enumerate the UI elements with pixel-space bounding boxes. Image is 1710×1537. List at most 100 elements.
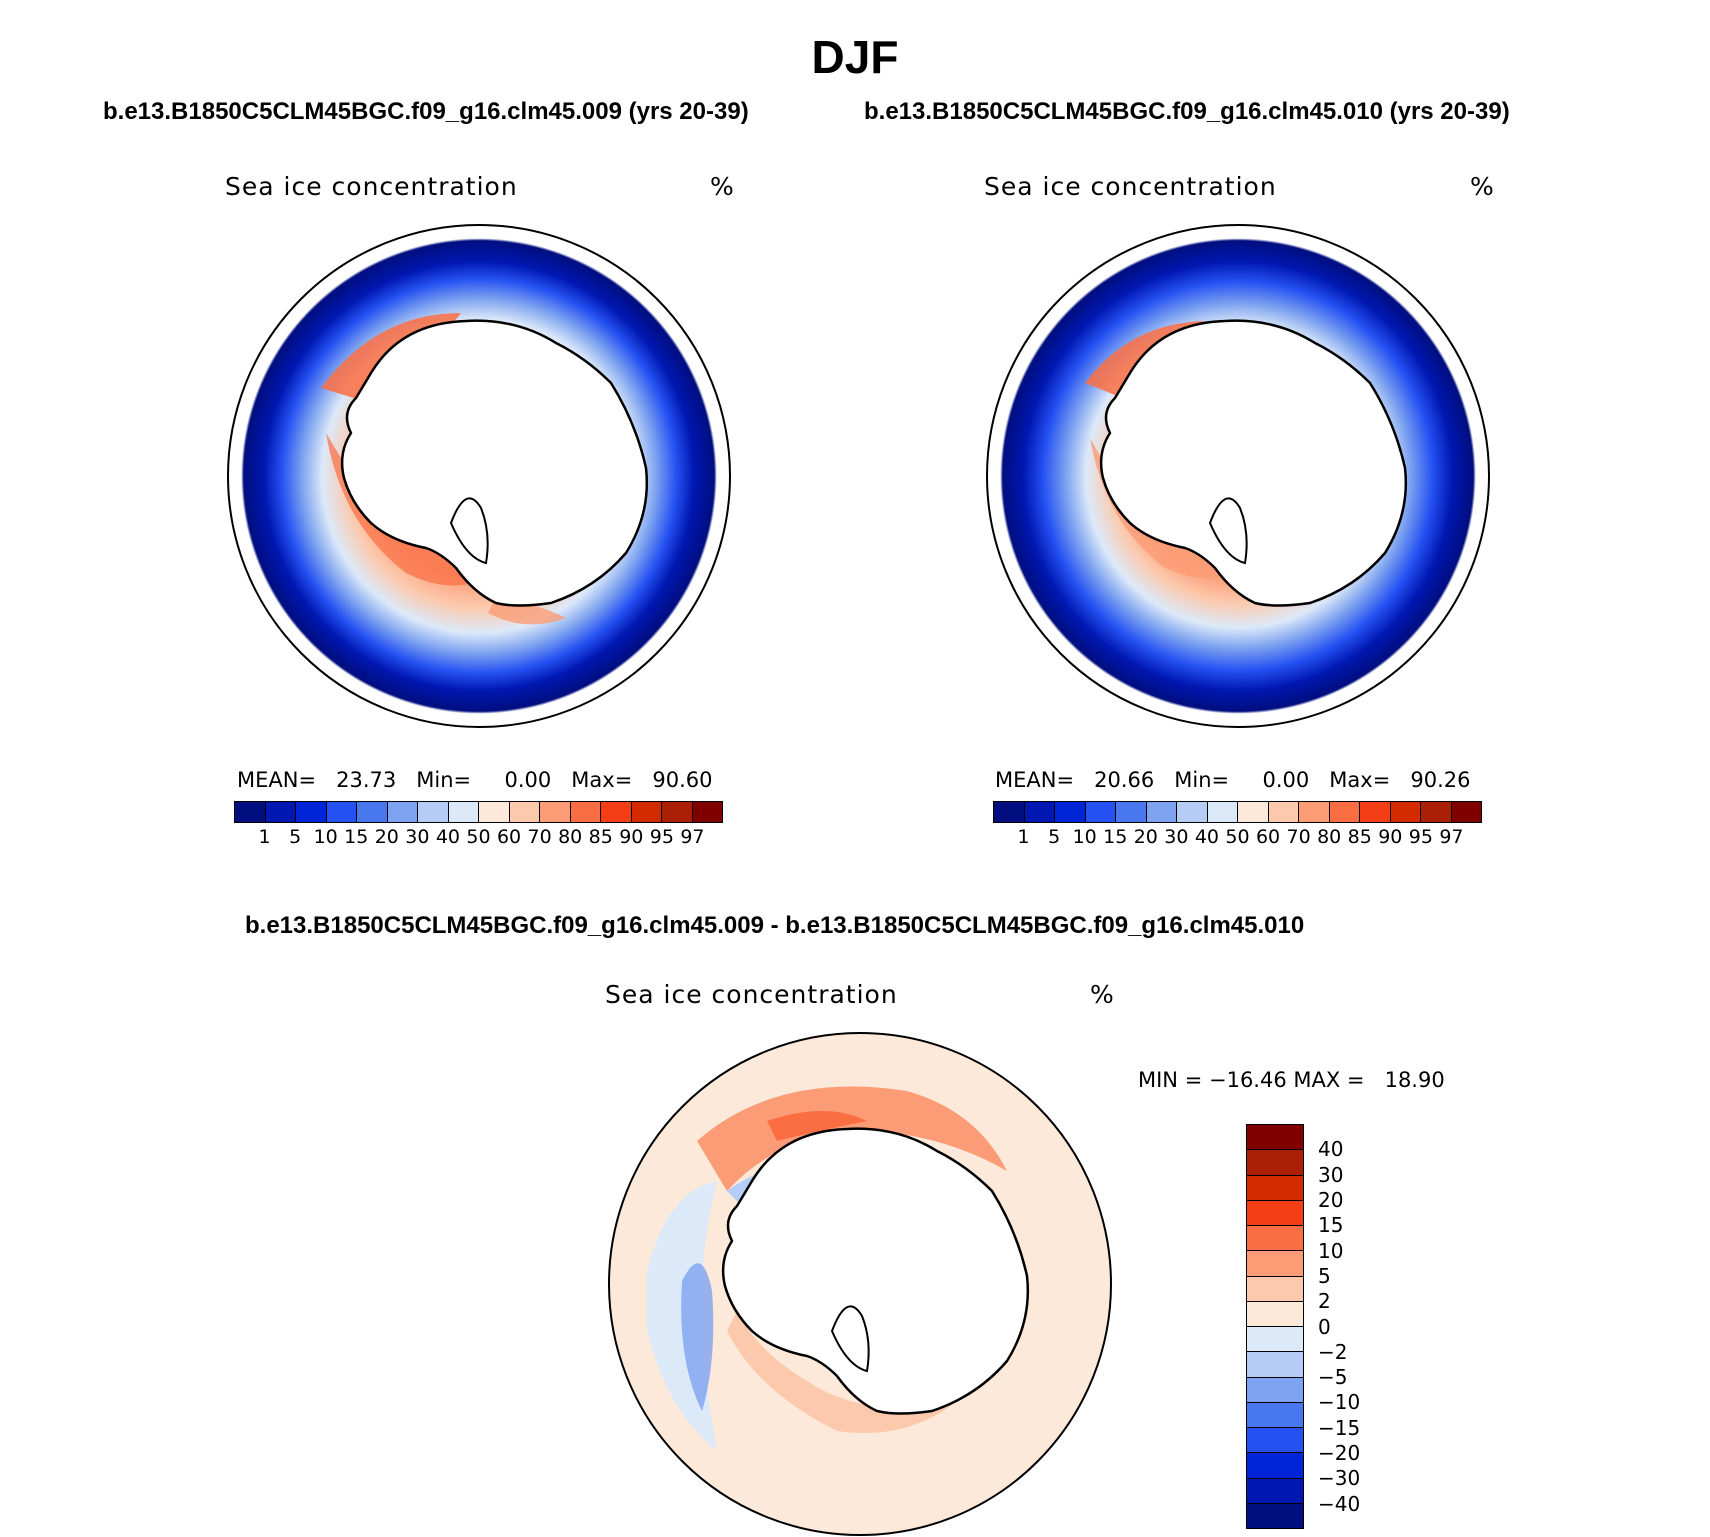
panel2-colorbar: 1 5 10 15 20 30 40 50 60 70 80 85 90 95 97 xyxy=(993,801,1482,849)
colorbar-tick-label: 70 xyxy=(527,826,552,848)
panel2-max-label: Max= xyxy=(1329,768,1391,792)
panel3-variable-label: Sea ice concentration xyxy=(605,980,898,1009)
colorbar-swatch xyxy=(235,802,266,822)
panel1-ross-ice-shelf xyxy=(449,497,489,565)
colorbar-swatch xyxy=(1085,802,1116,822)
colorbar-swatch xyxy=(1247,1276,1303,1302)
panel1-max-label: Max= xyxy=(571,768,633,792)
panel3-map-border xyxy=(608,1032,1112,1536)
colorbar-tick-label: −10 xyxy=(1318,1390,1361,1415)
colorbar-swatch xyxy=(1421,802,1452,822)
panel1-max-value: 90.60 xyxy=(652,768,713,792)
colorbar-tick-label: 90 xyxy=(1378,826,1403,848)
panel2-min-label: Min= xyxy=(1174,768,1230,792)
panel3-antarctica-landmass xyxy=(721,1127,1030,1415)
colorbar-swatch xyxy=(570,802,601,822)
colorbar-tick-label: 95 xyxy=(649,826,674,848)
colorbar-tick-label: 0 xyxy=(1318,1314,1331,1339)
colorbar-swatch xyxy=(418,802,449,822)
colorbar-tick-label: 15 xyxy=(344,826,369,848)
colorbar-tick-label: 80 xyxy=(1317,826,1342,848)
panel1-map xyxy=(227,224,731,728)
panel2-map-border xyxy=(986,224,1490,728)
colorbar-swatch xyxy=(387,802,418,822)
colorbar-swatch xyxy=(1247,1453,1303,1479)
panel2-colorbar-swatches xyxy=(993,801,1482,823)
colorbar-swatch xyxy=(1268,802,1299,822)
colorbar-swatch xyxy=(1247,1428,1303,1454)
colorbar-swatch xyxy=(448,802,479,822)
colorbar-tick-label: 30 xyxy=(1318,1162,1344,1187)
colorbar-swatch xyxy=(357,802,388,822)
colorbar-swatch xyxy=(1207,802,1238,822)
panel3-colorbar-swatches xyxy=(1246,1124,1304,1529)
colorbar-tick-label: 20 xyxy=(1133,826,1158,848)
colorbar-swatch xyxy=(296,802,327,822)
colorbar-swatch xyxy=(509,802,540,822)
panel3-min-value: −16.46 xyxy=(1208,1068,1287,1092)
colorbar-swatch xyxy=(540,802,571,822)
panel3-ross-ice-shelf xyxy=(830,1305,870,1373)
colorbar-swatch xyxy=(1247,1301,1303,1327)
panel2-stats: MEAN= 20.66 Min= 0.00 Max= 90.26 xyxy=(995,768,1470,792)
panel1-variable-label: Sea ice concentration xyxy=(225,172,518,201)
panel2-ross-ice-shelf xyxy=(1208,497,1248,565)
colorbar-tick-label: 85 xyxy=(1347,826,1372,848)
colorbar-swatch xyxy=(994,802,1025,822)
panel1-map-border xyxy=(227,224,731,728)
panel1-min-value: 0.00 xyxy=(504,768,552,792)
colorbar-swatch xyxy=(1247,1377,1303,1403)
colorbar-swatch xyxy=(1247,1226,1303,1252)
panel3-positive-peak xyxy=(767,1111,867,1141)
colorbar-tick-label: 5 xyxy=(1318,1263,1331,1288)
colorbar-tick-label: 85 xyxy=(588,826,613,848)
panel3-positive-north xyxy=(697,1086,1007,1191)
colorbar-tick-label: 95 xyxy=(1408,826,1433,848)
panel1-antarctica-landmass xyxy=(340,319,649,607)
colorbar-tick-label: −30 xyxy=(1318,1466,1361,1491)
panel1-stats: MEAN= 23.73 Min= 0.00 Max= 90.60 xyxy=(237,768,712,792)
colorbar-swatch xyxy=(1055,802,1086,822)
colorbar-tick-label: 1 xyxy=(258,826,271,848)
colorbar-swatch xyxy=(265,802,296,822)
colorbar-swatch xyxy=(1247,1503,1303,1528)
panel3-subtitle: b.e13.B1850C5CLM45BGC.f09_g16.clm45.009 … xyxy=(245,912,1305,939)
page-title: DJF xyxy=(811,31,899,83)
panel1-mean-value: 23.73 xyxy=(336,768,397,792)
colorbar-swatch xyxy=(1247,1402,1303,1428)
panel3-stats: MIN = −16.46 MAX = 18.90 xyxy=(1138,1068,1445,1092)
colorbar-tick-label: 15 xyxy=(1318,1213,1344,1238)
colorbar-swatch xyxy=(1299,802,1330,822)
colorbar-tick-label: 70 xyxy=(1286,826,1311,848)
colorbar-tick-label: −5 xyxy=(1318,1365,1348,1390)
panel1-subtitle: b.e13.B1850C5CLM45BGC.f09_g16.clm45.009 … xyxy=(103,98,749,125)
colorbar-tick-label: 30 xyxy=(1164,826,1189,848)
panel3-min-label: MIN = xyxy=(1138,1068,1203,1092)
colorbar-swatch xyxy=(1451,802,1481,822)
colorbar-swatch xyxy=(1390,802,1421,822)
colorbar-tick-label: −15 xyxy=(1318,1415,1361,1440)
colorbar-tick-label: 50 xyxy=(466,826,491,848)
colorbar-tick-label: 10 xyxy=(313,826,338,848)
colorbar-swatch xyxy=(601,802,632,822)
panel2-map xyxy=(986,224,1490,728)
colorbar-swatch xyxy=(1024,802,1055,822)
panel3-positive-south xyxy=(727,1311,957,1433)
panel2-min-value: 0.00 xyxy=(1262,768,1310,792)
colorbar-swatch xyxy=(1116,802,1147,822)
panel3-max-value: 18.90 xyxy=(1384,1068,1445,1092)
panel1-units-label: % xyxy=(710,172,735,201)
panel1-mean-label: MEAN= xyxy=(237,768,317,792)
colorbar-swatch xyxy=(1247,1150,1303,1176)
panel2-antarctica-landmass xyxy=(1099,319,1408,607)
colorbar-tick-label: 97 xyxy=(1439,826,1464,848)
colorbar-swatch xyxy=(1247,1125,1303,1151)
colorbar-swatch xyxy=(1247,1478,1303,1504)
colorbar-swatch xyxy=(662,802,693,822)
colorbar-tick-label: 2 xyxy=(1318,1289,1331,1314)
panel1-colorbar-ticks: 1 5 10 15 20 30 40 50 60 70 80 85 90 95 97 xyxy=(234,823,723,849)
panel3-negative-core xyxy=(681,1263,714,1411)
colorbar-tick-label: 15 xyxy=(1103,826,1128,848)
colorbar-tick-label: 30 xyxy=(405,826,430,848)
colorbar-tick-label: 10 xyxy=(1318,1238,1344,1263)
